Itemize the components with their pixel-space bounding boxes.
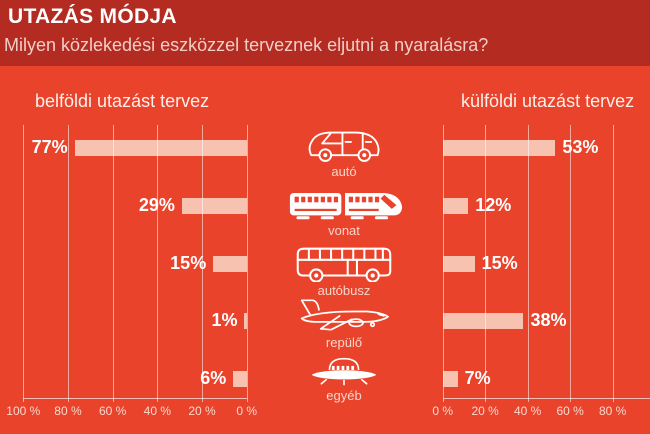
domestic-bar-autóbusz: [213, 255, 247, 272]
transport-row-train: vonat: [289, 191, 403, 238]
domestic-axis-tick-5: 0 %: [236, 404, 258, 418]
page-subtitle: Milyen közlekedési eszközzel terveznek e…: [4, 35, 489, 55]
chart-title-domestic: belföldi utazást tervez: [35, 91, 210, 111]
bus-icon: [296, 247, 392, 282]
domestic-axis-tick-2: 60 %: [98, 404, 127, 418]
domestic-gridline-1: [67, 125, 69, 402]
foreign-value-repülő: 38%: [530, 310, 567, 331]
domestic-bar-autó: [74, 140, 247, 156]
foreign-axis-tick-1: 20 %: [471, 404, 499, 418]
foreign-axis-tick-4: 80 %: [599, 404, 627, 418]
foreign-axis-tick-3: 60 %: [556, 404, 584, 418]
foreign-axis-tick-2: 40 %: [514, 404, 542, 418]
chart-title-foreign: külföldi utazást tervez: [461, 91, 635, 111]
transport-row-car: autó: [289, 127, 399, 179]
foreign-value-autó: 53%: [562, 137, 599, 157]
domestic-value-autó: 77%: [31, 137, 68, 157]
domestic-gridline-5: [246, 125, 248, 402]
domestic-gridline-2: [112, 125, 114, 402]
transport-row-plane: repülő: [289, 296, 399, 350]
foreign-bar-autó: [442, 140, 556, 156]
car-icon: [308, 131, 380, 162]
domestic-bar-vonat: [181, 197, 247, 214]
plane-label: repülő: [325, 335, 363, 350]
foreign-gridline-3: [570, 125, 572, 402]
foreign-value-vonat: 12%: [475, 194, 512, 215]
car-label: autó: [331, 164, 357, 179]
foreign-value-autóbusz: 15%: [481, 252, 518, 273]
domestic-value-egyéb: 6%: [200, 368, 227, 388]
domestic-value-vonat: 29%: [138, 194, 175, 215]
foreign-gridline-1: [485, 125, 487, 402]
domestic-bar-repülő: [244, 313, 247, 330]
foreign-axis-tick-0: 0 %: [432, 404, 454, 418]
train-icon: [289, 192, 403, 220]
domestic-axis-tick-3: 40 %: [143, 404, 171, 418]
domestic-axis-baseline: [23, 398, 247, 399]
header: UTAZÁS MÓDJA Milyen közlekedési eszközze…: [0, 0, 650, 66]
foreign-gridline-2: [527, 125, 529, 402]
domestic-gridline-4: [202, 125, 204, 402]
ufo-label: egyéb: [326, 388, 362, 403]
domestic-axis-tick-1: 80 %: [54, 404, 82, 418]
ufo-icon: [311, 357, 377, 386]
foreign-gridline-0: [442, 125, 444, 402]
domestic-value-autóbusz: 15%: [170, 252, 207, 273]
domestic-value-repülő: 1%: [211, 310, 238, 331]
foreign-bar-autóbusz: [442, 255, 475, 272]
bus-label: autóbusz: [317, 283, 371, 298]
domestic-gridline-3: [157, 125, 159, 402]
transport-row-ufo: egyéb: [289, 357, 399, 403]
foreign-axis-baseline: [442, 398, 650, 399]
domestic-axis-tick-0: 100 %: [6, 404, 41, 418]
foreign-bar-egyéb: [442, 371, 458, 387]
foreign-gridline-4: [612, 125, 614, 402]
domestic-gridline-0: [23, 125, 25, 402]
page-title: UTAZÁS MÓDJA: [8, 5, 177, 28]
foreign-value-egyéb: 7%: [464, 368, 491, 388]
train-label: vonat: [328, 223, 360, 238]
transport-row-bus: autóbusz: [289, 245, 399, 298]
plane-icon: [300, 299, 389, 331]
domestic-axis-tick-4: 20 %: [188, 404, 216, 418]
domestic-bar-egyéb: [233, 371, 247, 387]
foreign-bar-vonat: [442, 197, 469, 214]
foreign-bar-repülő: [442, 313, 524, 330]
